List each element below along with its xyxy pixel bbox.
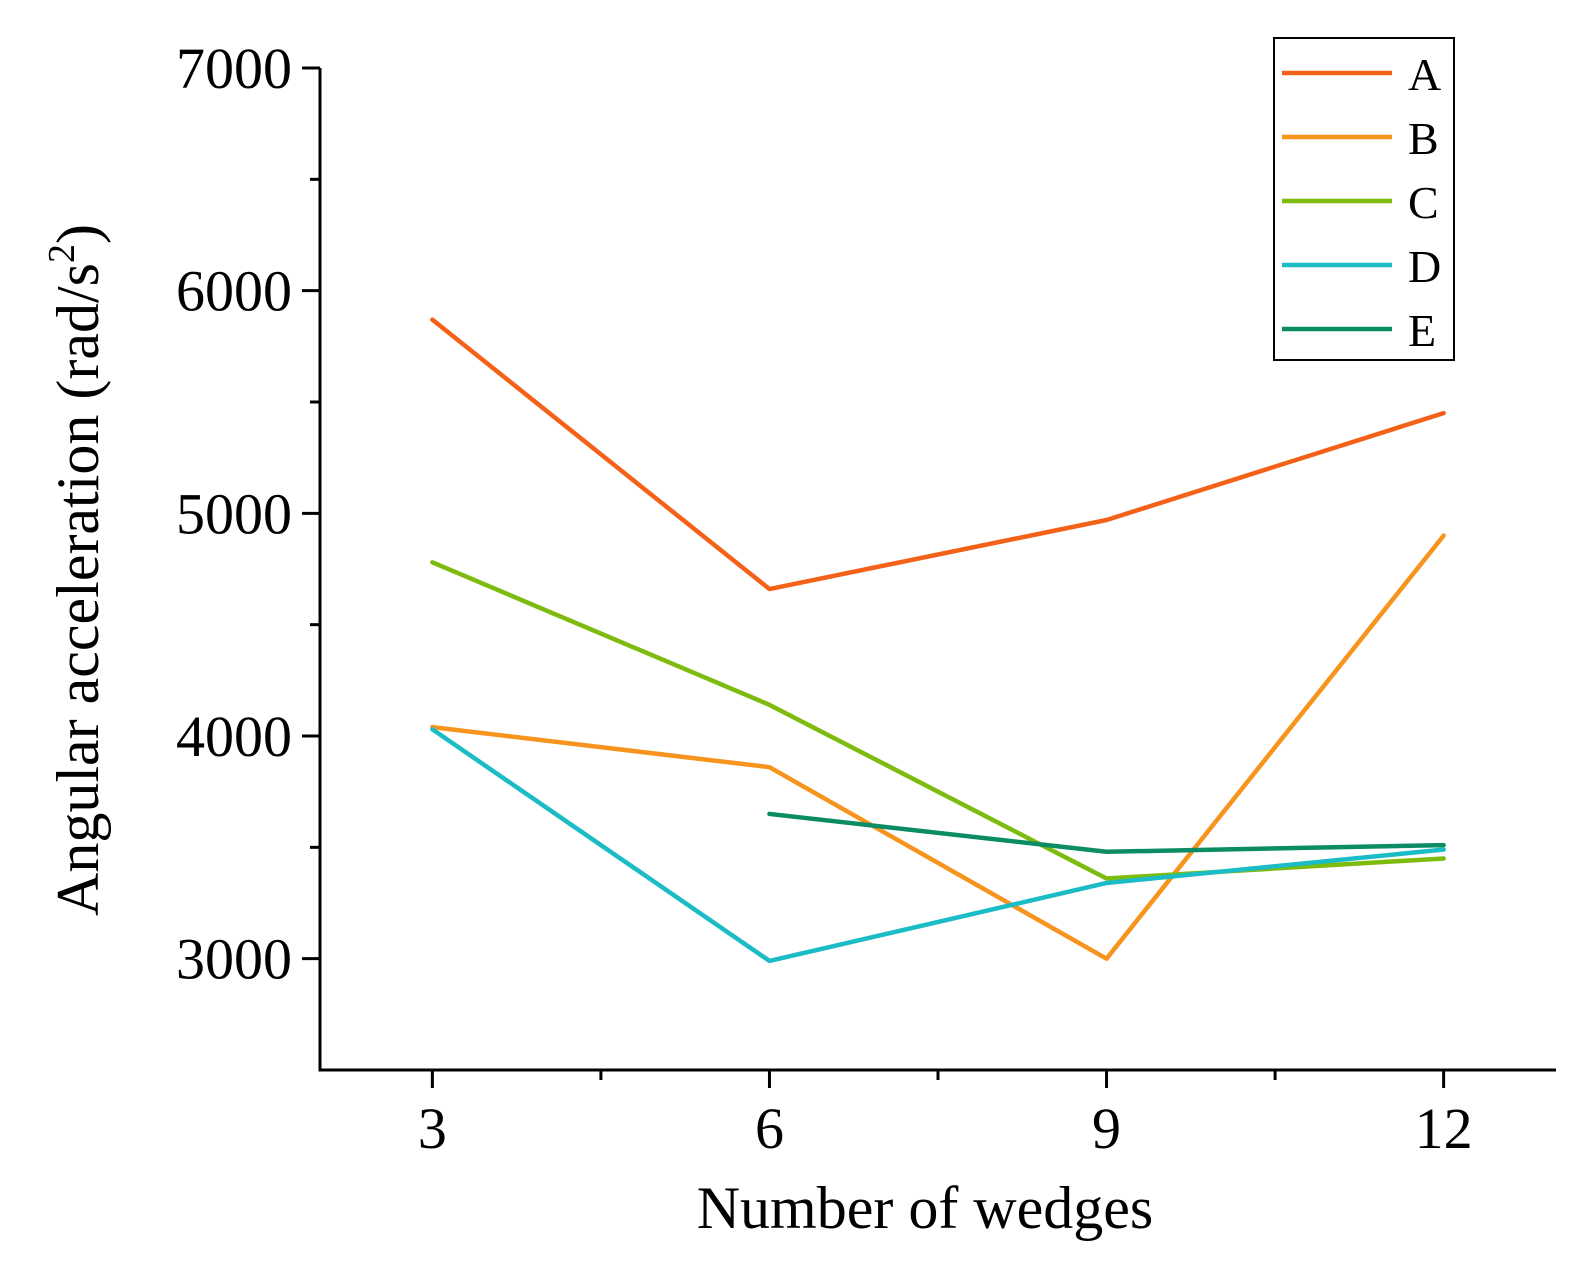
y-tick-label: 7000 xyxy=(176,36,292,101)
x-tick-label: 6 xyxy=(755,1096,784,1161)
x-ticks: 3 6 9 12 xyxy=(418,1070,1473,1161)
series-line-e xyxy=(767,811,1446,855)
y-tick-label: 5000 xyxy=(176,481,292,546)
legend-label-c: C xyxy=(1408,177,1439,228)
series-layer xyxy=(430,317,1446,964)
x-tick-label: 9 xyxy=(1092,1096,1121,1161)
series-line-a xyxy=(430,317,1446,592)
y-axis-label-main: Angular acceleration (rad/s xyxy=(45,263,111,916)
legend-label-d: D xyxy=(1408,241,1441,292)
y-tick-label: 4000 xyxy=(176,704,292,769)
y-tick-label: 6000 xyxy=(176,259,292,324)
legend-label-a: A xyxy=(1408,49,1441,100)
legend-label-e: E xyxy=(1408,305,1436,356)
x-tick-label: 3 xyxy=(418,1096,447,1161)
y-ticks: 3000 4000 5000 6000 7000 xyxy=(176,36,320,992)
y-axis-label-close: ) xyxy=(45,224,111,244)
x-axis-label: Number of wedges xyxy=(697,1175,1154,1241)
x-tick-label: 12 xyxy=(1415,1096,1473,1161)
series-line-b xyxy=(430,533,1446,961)
legend-label-b: B xyxy=(1408,113,1439,164)
y-axis-label-superscript: 2 xyxy=(41,244,83,263)
series-line-d xyxy=(430,727,1446,964)
y-tick-label: 3000 xyxy=(176,927,292,992)
y-axis-label: Angular acceleration (rad/s2) xyxy=(41,224,111,916)
